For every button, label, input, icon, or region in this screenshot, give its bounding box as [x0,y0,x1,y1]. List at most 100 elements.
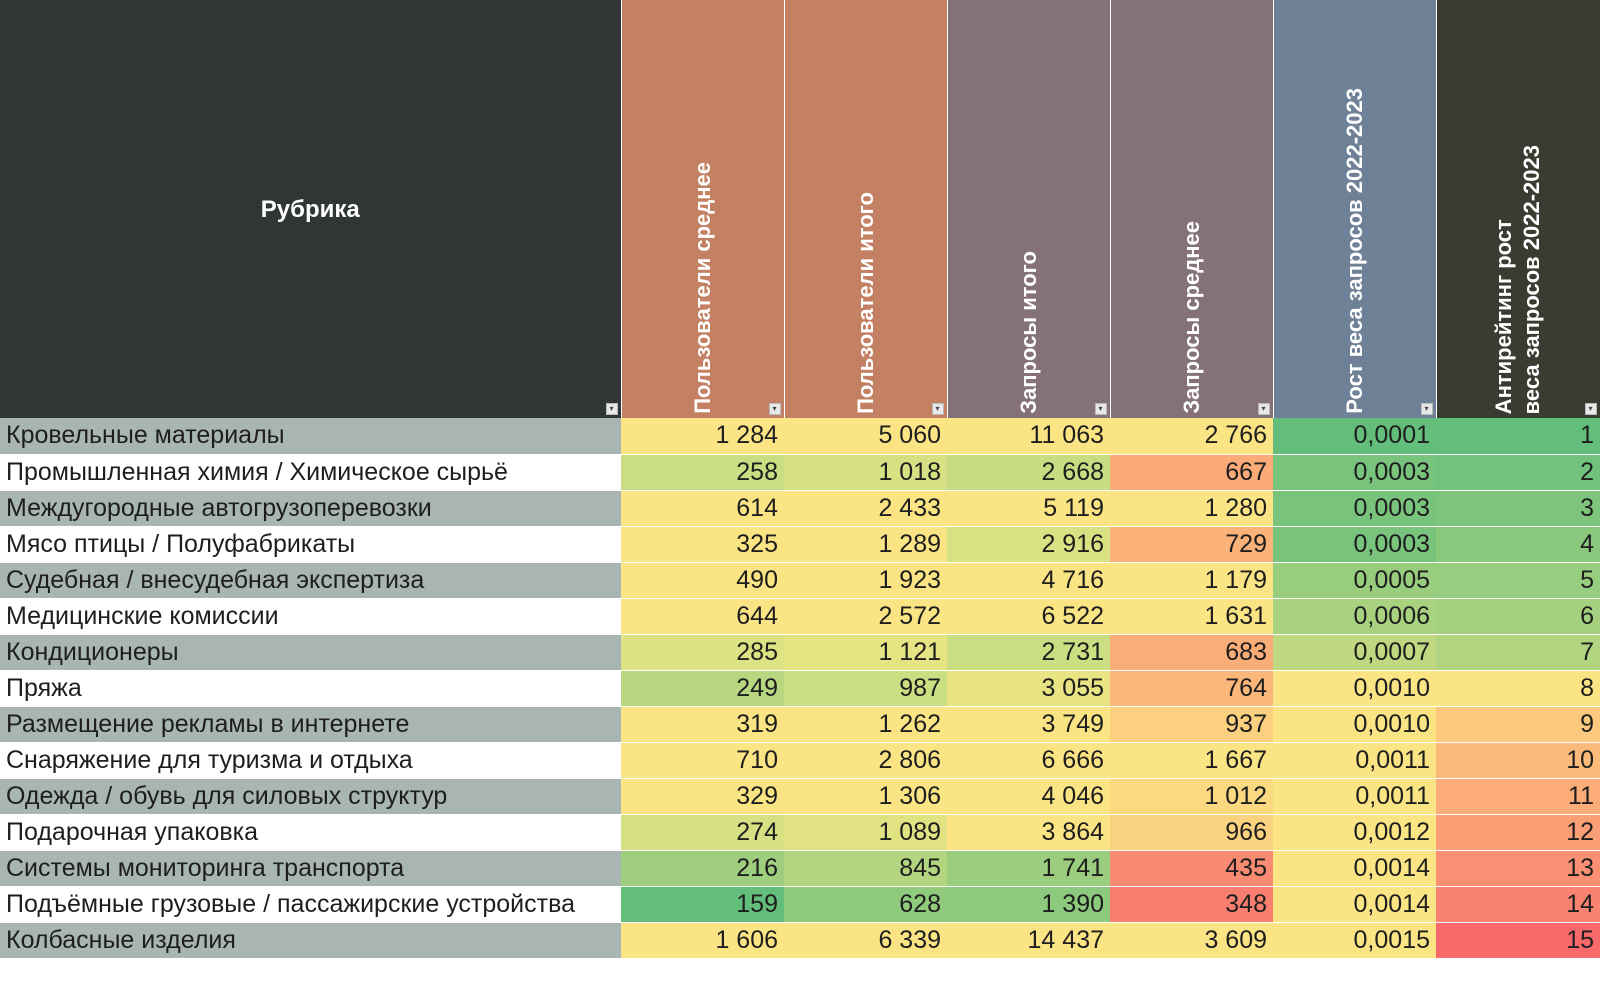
value-cell[interactable]: 319 [621,706,784,743]
value-cell[interactable]: 6 522 [947,598,1110,635]
value-cell[interactable]: 845 [784,850,947,887]
rubric-name-cell[interactable]: Подъёмные грузовые / пассажирские устрой… [0,886,621,923]
value-cell[interactable]: 11 063 [947,418,1110,455]
value-cell[interactable]: 1 306 [784,778,947,815]
value-cell[interactable]: 2 916 [947,526,1110,563]
value-cell[interactable]: 2 [1436,454,1600,491]
value-cell[interactable]: 0,0014 [1273,886,1436,923]
value-cell[interactable]: 348 [1110,886,1273,923]
dropdown-filter-icon[interactable]: ▾ [1420,403,1433,415]
value-cell[interactable]: 258 [621,454,784,491]
value-cell[interactable]: 3 864 [947,814,1110,851]
value-cell[interactable]: 2 766 [1110,418,1273,455]
value-cell[interactable]: 2 668 [947,454,1110,491]
rubric-name-cell[interactable]: Междугородные автогрузоперевозки [0,490,621,527]
value-cell[interactable]: 4 046 [947,778,1110,815]
value-cell[interactable]: 0,0011 [1273,742,1436,779]
value-cell[interactable]: 14 437 [947,922,1110,959]
value-cell[interactable]: 0,0011 [1273,778,1436,815]
value-cell[interactable]: 1 018 [784,454,947,491]
value-cell[interactable]: 0,0010 [1273,670,1436,707]
value-cell[interactable]: 710 [621,742,784,779]
value-cell[interactable]: 2 731 [947,634,1110,671]
value-cell[interactable]: 6 339 [784,922,947,959]
value-cell[interactable]: 159 [621,886,784,923]
value-cell[interactable]: 285 [621,634,784,671]
value-cell[interactable]: 0,0003 [1273,526,1436,563]
value-cell[interactable]: 729 [1110,526,1273,563]
rubric-name-cell[interactable]: Промышленная химия / Химическое сырьё [0,454,621,491]
value-cell[interactable]: 6 [1436,598,1600,635]
rubric-name-cell[interactable]: Снаряжение для туризма и отдыха [0,742,621,779]
rubric-name-cell[interactable]: Подарочная упаковка [0,814,621,851]
value-cell[interactable]: 683 [1110,634,1273,671]
rubric-name-cell[interactable]: Судебная / внесудебная экспертиза [0,562,621,599]
value-cell[interactable]: 0,0001 [1273,418,1436,455]
value-cell[interactable]: 0,0003 [1273,490,1436,527]
value-cell[interactable]: 1 284 [621,418,784,455]
value-cell[interactable]: 614 [621,490,784,527]
value-cell[interactable]: 764 [1110,670,1273,707]
value-cell[interactable]: 1 289 [784,526,947,563]
value-cell[interactable]: 1 089 [784,814,947,851]
value-cell[interactable]: 1 667 [1110,742,1273,779]
rubric-name-cell[interactable]: Колбасные изделия [0,922,621,959]
value-cell[interactable]: 11 [1436,778,1600,815]
value-cell[interactable]: 0,0005 [1273,562,1436,599]
value-cell[interactable]: 1 606 [621,922,784,959]
value-cell[interactable]: 0,0007 [1273,634,1436,671]
value-cell[interactable]: 5 [1436,562,1600,599]
value-cell[interactable]: 644 [621,598,784,635]
value-cell[interactable]: 1 012 [1110,778,1273,815]
value-cell[interactable]: 628 [784,886,947,923]
value-cell[interactable]: 14 [1436,886,1600,923]
rubric-name-cell[interactable]: Кондиционеры [0,634,621,671]
value-cell[interactable]: 2 806 [784,742,947,779]
value-cell[interactable]: 3 749 [947,706,1110,743]
value-cell[interactable]: 4 716 [947,562,1110,599]
value-cell[interactable]: 2 433 [784,490,947,527]
value-cell[interactable]: 0,0014 [1273,850,1436,887]
value-cell[interactable]: 10 [1436,742,1600,779]
value-cell[interactable]: 3 609 [1110,922,1273,959]
value-cell[interactable]: 1 121 [784,634,947,671]
value-cell[interactable]: 0,0015 [1273,922,1436,959]
value-cell[interactable]: 4 [1436,526,1600,563]
dropdown-filter-icon[interactable]: ▾ [1584,403,1597,415]
value-cell[interactable]: 249 [621,670,784,707]
value-cell[interactable]: 937 [1110,706,1273,743]
value-cell[interactable]: 1 262 [784,706,947,743]
value-cell[interactable]: 216 [621,850,784,887]
value-cell[interactable]: 1 390 [947,886,1110,923]
value-cell[interactable]: 1 280 [1110,490,1273,527]
value-cell[interactable]: 3 055 [947,670,1110,707]
value-cell[interactable]: 325 [621,526,784,563]
value-cell[interactable]: 5 119 [947,490,1110,527]
value-cell[interactable]: 15 [1436,922,1600,959]
dropdown-filter-icon[interactable]: ▾ [931,403,944,415]
value-cell[interactable]: 8 [1436,670,1600,707]
rubric-name-cell[interactable]: Размещение рекламы в интернете [0,706,621,743]
rubric-name-cell[interactable]: Кровельные материалы [0,418,621,455]
value-cell[interactable]: 274 [621,814,784,851]
value-cell[interactable]: 2 572 [784,598,947,635]
value-cell[interactable]: 490 [621,562,784,599]
value-cell[interactable]: 1 741 [947,850,1110,887]
dropdown-filter-icon[interactable]: ▾ [768,403,781,415]
value-cell[interactable]: 987 [784,670,947,707]
value-cell[interactable]: 12 [1436,814,1600,851]
value-cell[interactable]: 1 923 [784,562,947,599]
dropdown-filter-icon[interactable]: ▾ [1257,403,1270,415]
rubric-name-cell[interactable]: Медицинские комиссии [0,598,621,635]
value-cell[interactable]: 0,0012 [1273,814,1436,851]
value-cell[interactable]: 9 [1436,706,1600,743]
value-cell[interactable]: 667 [1110,454,1273,491]
value-cell[interactable]: 0,0003 [1273,454,1436,491]
rubric-name-cell[interactable]: Пряжа [0,670,621,707]
rubric-name-cell[interactable]: Мясо птицы / Полуфабрикаты [0,526,621,563]
value-cell[interactable]: 6 666 [947,742,1110,779]
value-cell[interactable]: 0,0006 [1273,598,1436,635]
value-cell[interactable]: 1 179 [1110,562,1273,599]
value-cell[interactable]: 13 [1436,850,1600,887]
value-cell[interactable]: 0,0010 [1273,706,1436,743]
